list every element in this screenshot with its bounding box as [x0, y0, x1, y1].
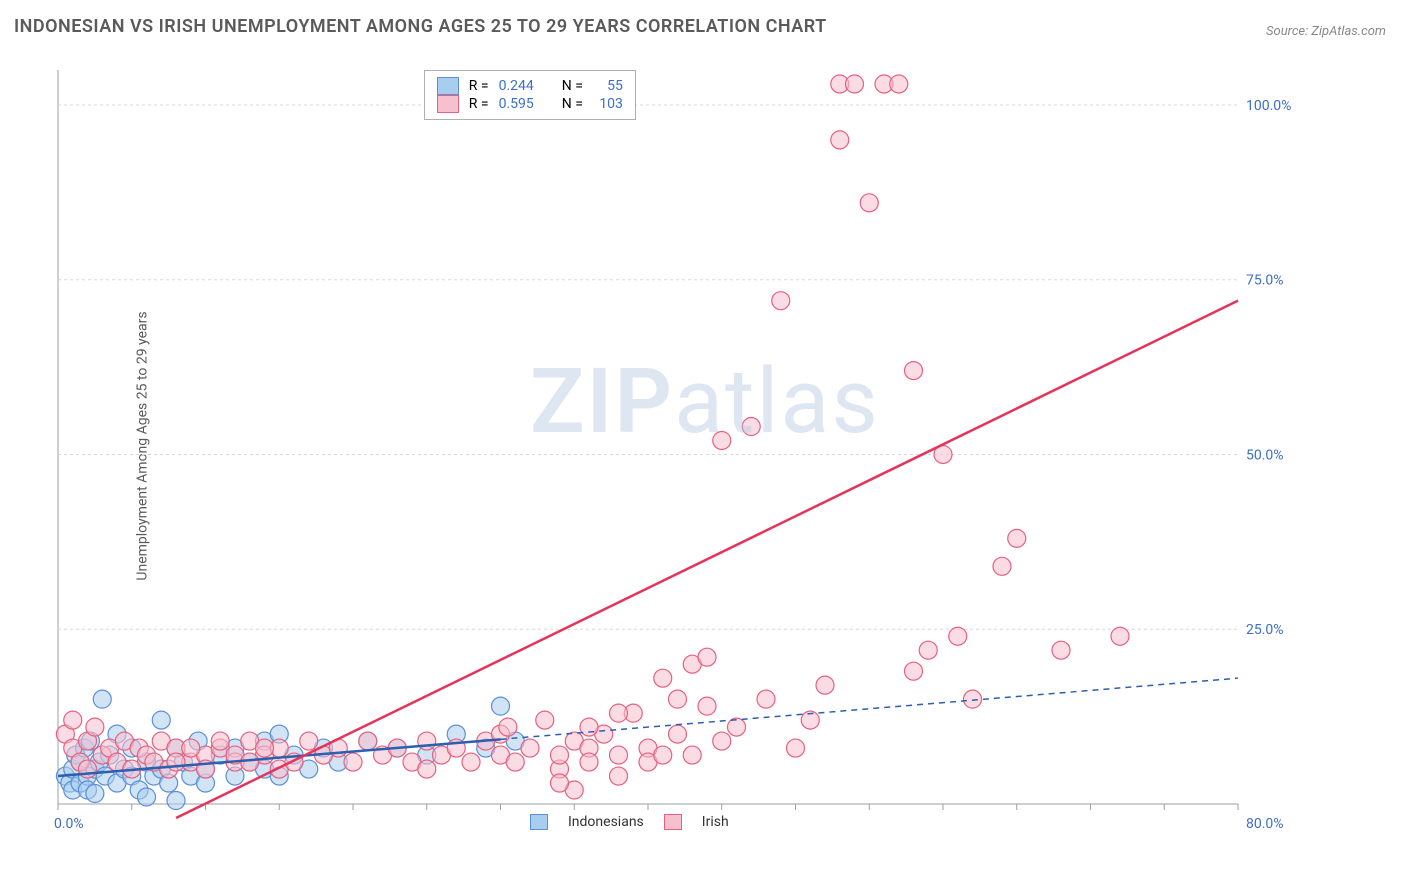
data-point	[993, 557, 1011, 575]
data-point	[669, 725, 687, 743]
data-point	[152, 711, 170, 729]
data-point	[816, 676, 834, 694]
data-point	[492, 697, 510, 715]
chart-plot-area: 25.0% 50.0% 75.0% 100.0% R = 0.244 N = 55 R…	[48, 60, 1308, 840]
data-point	[1052, 641, 1070, 659]
data-point	[728, 718, 746, 736]
legend-r-value: 0.595	[499, 96, 534, 112]
data-point	[1111, 627, 1129, 645]
data-point	[610, 704, 628, 722]
data-point	[610, 767, 628, 785]
legend-series-label: Irish	[702, 814, 729, 830]
y-tick-label: 100.0%	[1246, 98, 1291, 114]
data-point	[787, 739, 805, 757]
data-point	[860, 194, 878, 212]
x-origin-label: 0.0%	[54, 816, 84, 832]
data-point	[359, 732, 377, 750]
series-legend: Indonesians Irish	[530, 814, 729, 830]
data-point	[521, 739, 539, 757]
data-point	[167, 792, 185, 810]
chart-title: INDONESIAN VS IRISH UNEMPLOYMENT AMONG A…	[14, 16, 827, 37]
legend-swatch	[530, 814, 548, 830]
legend-series-label: Indonesians	[568, 814, 644, 830]
data-point	[964, 690, 982, 708]
data-point	[93, 690, 111, 708]
data-point	[499, 718, 517, 736]
data-point	[654, 669, 672, 687]
legend-n-value: 103	[593, 96, 623, 112]
data-point	[949, 627, 967, 645]
data-point	[698, 648, 716, 666]
y-tick-label: 50.0%	[1246, 447, 1284, 463]
data-point	[919, 641, 937, 659]
legend-row: R = 0.244 N = 55	[437, 77, 623, 95]
scatter-plot-svg: 25.0% 50.0% 75.0% 100.0%	[48, 60, 1308, 840]
data-point	[1008, 529, 1026, 547]
data-point	[905, 362, 923, 380]
data-point	[506, 753, 524, 771]
data-point	[757, 690, 775, 708]
data-point	[698, 697, 716, 715]
legend-r-value: 0.244	[499, 78, 534, 94]
legend-r-label: R =	[469, 78, 489, 94]
data-point	[580, 718, 598, 736]
data-point	[713, 431, 731, 449]
legend-swatch	[437, 95, 459, 113]
data-point	[138, 788, 156, 806]
data-point	[551, 774, 569, 792]
data-point	[182, 739, 200, 757]
legend-row: R = 0.595 N = 103	[437, 95, 623, 113]
data-point	[536, 711, 554, 729]
legend-swatch	[437, 77, 459, 95]
legend-n-label: N =	[562, 96, 583, 112]
data-point	[669, 690, 687, 708]
data-point	[654, 746, 672, 764]
data-point	[241, 753, 259, 771]
data-point	[890, 75, 908, 93]
data-point	[86, 785, 104, 803]
legend-n-value: 55	[593, 78, 623, 94]
source-attribution: Source: ZipAtlas.com	[1266, 24, 1386, 39]
y-tick-label: 75.0%	[1246, 273, 1284, 289]
data-point	[831, 131, 849, 149]
data-point	[742, 418, 760, 436]
data-point	[462, 753, 480, 771]
legend-swatch	[664, 814, 682, 830]
data-point	[683, 746, 701, 764]
data-point	[344, 753, 362, 771]
data-point	[418, 760, 436, 778]
data-point	[772, 292, 790, 310]
correlation-legend: R = 0.244 N = 55 R = 0.595 N = 103	[424, 70, 636, 120]
data-point	[211, 732, 229, 750]
data-point	[64, 711, 82, 729]
data-point	[846, 75, 864, 93]
data-point	[418, 732, 436, 750]
data-point	[713, 732, 731, 750]
trend-line	[176, 301, 1238, 818]
data-point	[610, 746, 628, 764]
y-tick-label: 25.0%	[1246, 622, 1284, 638]
legend-r-label: R =	[469, 96, 489, 112]
data-point	[300, 732, 318, 750]
legend-n-label: N =	[562, 78, 583, 94]
x-max-label: 80.0%	[1246, 816, 1284, 832]
data-point	[580, 753, 598, 771]
data-point	[86, 718, 104, 736]
data-point	[167, 753, 185, 771]
data-point	[256, 739, 274, 757]
data-point	[551, 746, 569, 764]
data-point	[905, 662, 923, 680]
